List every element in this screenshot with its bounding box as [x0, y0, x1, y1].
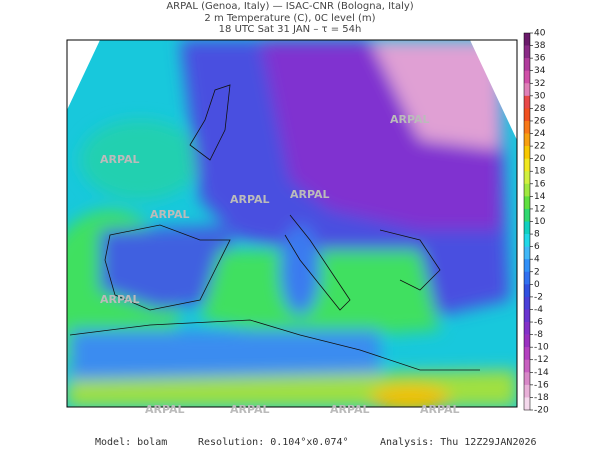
watermark: ARPAL	[230, 193, 270, 206]
colorbar-tick-label: 28	[534, 104, 546, 114]
colorbar-tick-label: 12	[534, 204, 545, 214]
colorbar-segment	[524, 246, 530, 260]
colorbar-segment	[524, 334, 530, 348]
colorbar-segment	[524, 259, 530, 273]
colorbar-tick-label: 24	[534, 129, 546, 139]
colorbar-segment	[524, 146, 530, 159]
colorbar-tick-label: -16	[534, 380, 549, 390]
colorbar-segment	[524, 95, 530, 109]
colorbar-segment	[524, 384, 530, 398]
colorbar-tick-label: 38	[534, 41, 546, 51]
watermark: ARPAL	[230, 403, 270, 416]
watermark: ARPAL	[100, 293, 140, 306]
colorbar-segment	[524, 70, 530, 84]
colorbar-tick-label: 22	[534, 142, 545, 152]
colorbar-segment	[524, 133, 530, 147]
colorbar-tick-label: 34	[534, 66, 546, 76]
watermark: ARPAL	[420, 403, 460, 416]
footer-analysis: Analysis: Thu 12Z29JAN2026	[380, 437, 537, 448]
colorbar-segment	[524, 120, 530, 134]
colorbar-segment	[524, 58, 530, 71]
colorbar-tick-label: -10	[534, 343, 549, 353]
colorbar-tick-label: 18	[534, 167, 546, 177]
colorbar-tick-label: -4	[534, 305, 543, 315]
map-frame	[66, 39, 518, 408]
colorbar-tick-label: 36	[534, 54, 546, 64]
watermark: ARPAL	[330, 403, 370, 416]
colorbar-tick-label: -12	[534, 355, 549, 365]
colorbar-tick-label: 4	[534, 255, 540, 265]
colorbar-segment	[524, 322, 530, 335]
colorbar-tick-label: 32	[534, 79, 545, 89]
colorbar-tick-label: 20	[534, 154, 546, 164]
colorbar-tick-label: 26	[534, 116, 546, 126]
watermark: ARPAL	[145, 403, 185, 416]
colorbar-tick-label: -2	[534, 292, 543, 302]
colorbar-segment	[524, 359, 530, 373]
colorbar-tick-label: 10	[534, 217, 546, 227]
colorbar-tick-label: 14	[534, 192, 546, 202]
colorbar-segment	[524, 397, 530, 411]
footer-resolution: Resolution: 0.104°x0.074°	[198, 437, 349, 448]
temperature-field	[67, 40, 517, 407]
colorbar-segment	[524, 221, 530, 235]
colorbar-tick-label: -18	[534, 393, 549, 403]
colorbar-segment	[524, 108, 530, 122]
colorbar-tick-label: 6	[534, 242, 540, 252]
colorbar-tick-label: -14	[534, 368, 549, 378]
colorbar-tick-label: 8	[534, 230, 540, 240]
colorbar-segment	[524, 309, 530, 323]
colorbar-segment	[524, 284, 530, 298]
watermark: ARPAL	[390, 113, 430, 126]
colorbar-segment	[524, 271, 530, 285]
colorbar-segment	[524, 196, 530, 210]
watermark: ARPAL	[290, 188, 330, 201]
colorbar-segment	[524, 83, 530, 97]
colorbar-segment	[524, 183, 530, 197]
watermark: ARPAL	[150, 208, 190, 221]
colorbar-segment	[524, 347, 530, 361]
colorbar-tick-label: 40	[534, 29, 546, 39]
colorbar-tick-label: -6	[534, 318, 543, 328]
colorbar-segment	[524, 296, 530, 310]
footer-model: Model: bolam	[95, 437, 167, 448]
colorbar-segment	[524, 33, 530, 46]
colorbar-tick-label: -8	[534, 330, 543, 340]
colorbar-tick-label: 30	[534, 91, 546, 101]
colorbar: 4038363432302826242220181614121086420-2-…	[523, 29, 549, 416]
colorbar-tick-label: 0	[534, 280, 540, 290]
watermark: ARPAL	[100, 153, 140, 166]
colorbar-segment	[524, 372, 530, 386]
colorbar-tick-label: 16	[534, 179, 546, 189]
header-line: 18 UTC Sat 31 JAN – τ = 54h	[219, 24, 362, 35]
header-line: ARPAL (Genoa, Italy) — ISAC-CNR (Bologna…	[166, 1, 413, 12]
colorbar-segment	[524, 158, 530, 172]
colorbar-tick-label: 2	[534, 267, 540, 277]
colorbar-segment	[524, 234, 530, 247]
colorbar-segment	[524, 45, 530, 59]
colorbar-segment	[524, 208, 530, 222]
colorbar-tick-label: -20	[534, 406, 549, 416]
colorbar-segment	[524, 171, 530, 185]
header-line: 2 m Temperature (C), 0C level (m)	[204, 13, 375, 24]
